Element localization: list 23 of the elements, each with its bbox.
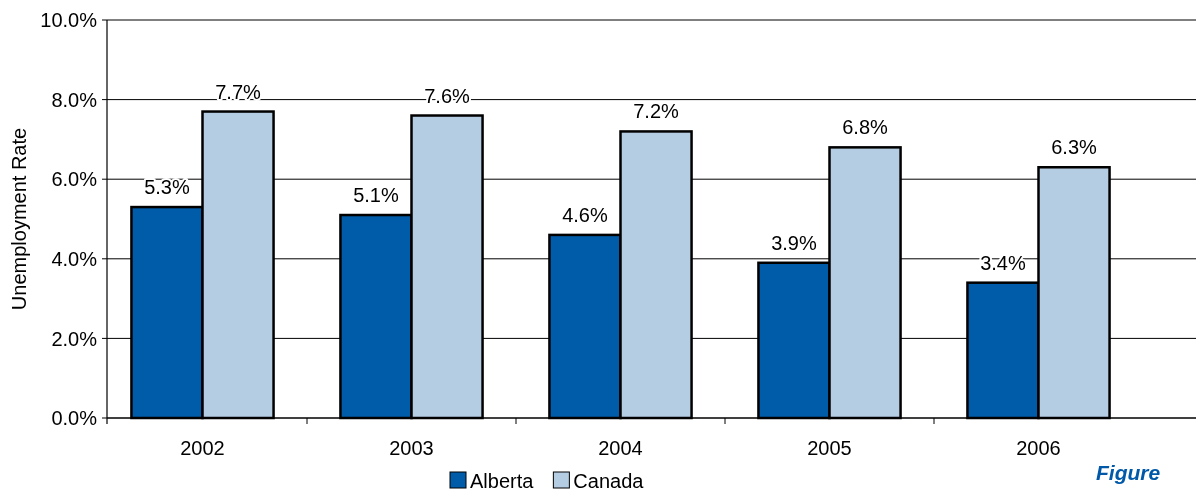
data-label: 5.3%	[144, 176, 190, 199]
x-tick-label: 2005	[807, 437, 852, 459]
data-label: 3.9%	[771, 231, 817, 254]
text: Figure	[1096, 461, 1161, 484]
data-label: 6.8%	[842, 116, 889, 139]
y-tick-label: 8.0%	[51, 88, 98, 111]
x-tick-label: 2006	[1016, 437, 1061, 459]
data-label: 4.6%	[562, 203, 608, 226]
data-label: 6.3%	[1051, 136, 1098, 159]
data-label: 5.1%	[353, 184, 399, 207]
y-axis-title: Unemployment Rate	[8, 127, 30, 311]
x-tick-label: 2004	[598, 437, 643, 459]
y-tick-label: 0.0%	[51, 407, 98, 430]
x-tick-label: 2002	[180, 437, 225, 459]
legend-label: Canada	[573, 470, 645, 492]
y-tick-label: 10.0%	[40, 9, 98, 32]
legend-label: Alberta	[470, 470, 535, 492]
y-tick-label: 4.0%	[51, 248, 98, 270]
y-tick-label: 2.0%	[51, 327, 98, 350]
data-label: 7.7%	[215, 80, 262, 103]
y-tick-label: 6.0%	[51, 168, 98, 191]
x-tick-label: 2003	[389, 437, 434, 459]
data-label: 7.2%	[633, 100, 680, 123]
